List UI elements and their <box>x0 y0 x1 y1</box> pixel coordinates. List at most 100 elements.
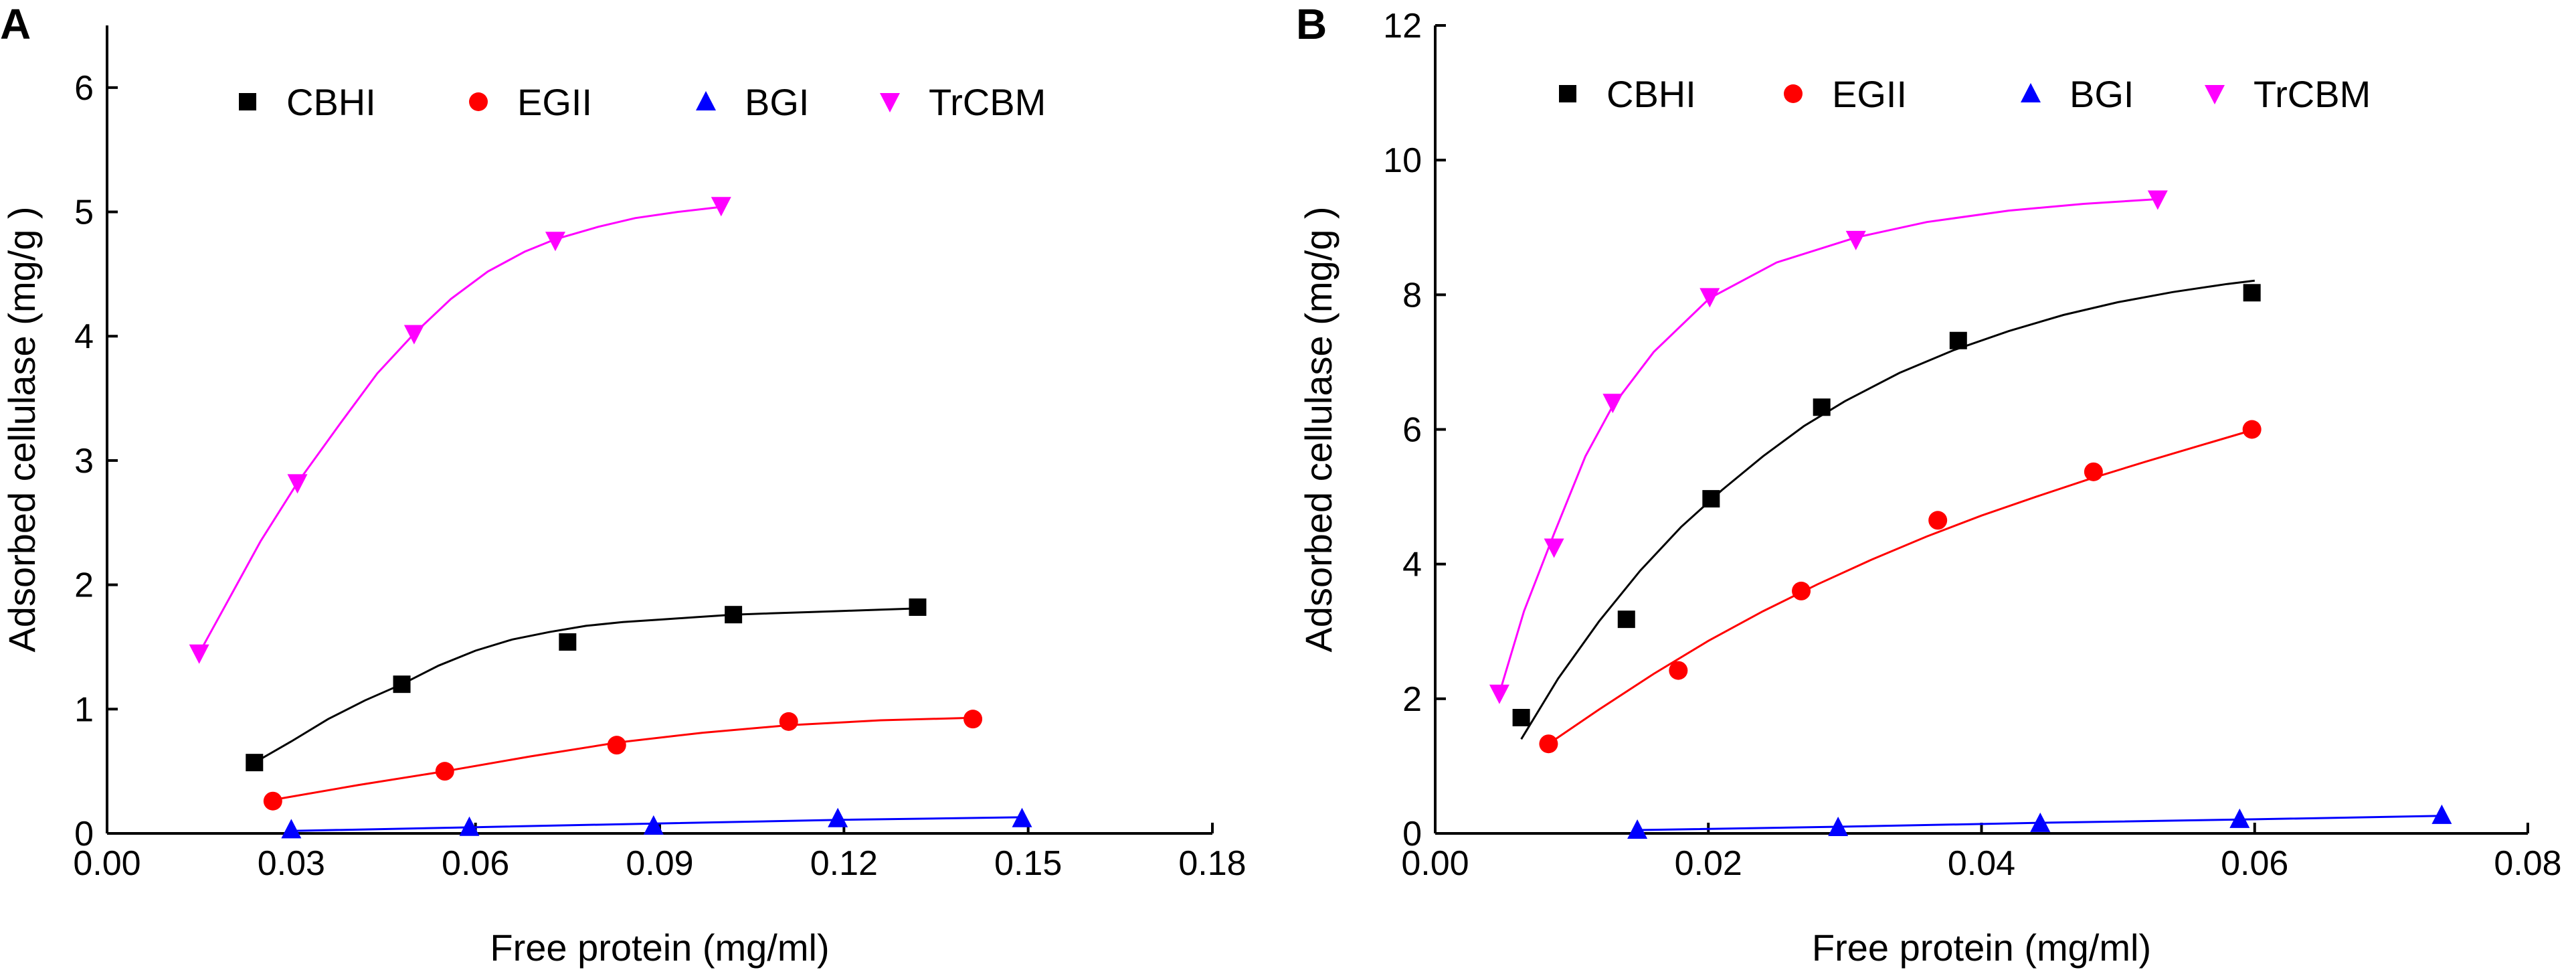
x-tick-label: 0.06 <box>442 844 509 883</box>
data-point-bgi <box>1012 807 1032 827</box>
y-tick-label: 6 <box>1402 411 1422 450</box>
series-cbhi <box>246 598 927 772</box>
data-point-egii <box>1792 581 1811 600</box>
fit-curve-bgi <box>1637 815 2442 831</box>
legend-marker-cbhi <box>239 93 256 110</box>
data-point-egii <box>607 736 626 755</box>
data-point-cbhi <box>246 754 264 772</box>
legend-label-trcbm: TrCBM <box>929 81 1046 123</box>
data-point-bgi <box>2431 804 2452 824</box>
x-tick-label: 0.15 <box>994 844 1062 883</box>
legend-label-egii: EGII <box>1832 73 1907 115</box>
y-axis-label: Adsorbed cellulase (mg/g ) <box>1 206 43 652</box>
fit-curve-cbhi <box>1520 279 2255 740</box>
data-point-cbhi <box>1949 331 1967 349</box>
x-tick-label: 0.08 <box>2494 844 2561 883</box>
data-point-egii <box>1539 734 1558 754</box>
x-axis-label: Free protein (mg/ml) <box>1812 926 2151 969</box>
data-point-cbhi <box>1702 490 1720 508</box>
y-tick-label: 2 <box>74 566 94 605</box>
y-tick-label: 1 <box>74 690 94 729</box>
x-tick-label: 0.09 <box>626 844 693 883</box>
data-point-cbhi <box>2243 284 2261 302</box>
fit-curve-bgi <box>291 816 1022 832</box>
y-tick-label: 10 <box>1383 141 1422 180</box>
series-bgi <box>1627 804 2452 839</box>
data-point-trcbm <box>545 232 565 252</box>
legend-marker-bgi <box>696 91 716 110</box>
data-point-trcbm <box>1489 684 1509 704</box>
fit-curve-egii <box>1548 428 2256 745</box>
data-point-bgi <box>1627 819 1648 839</box>
data-point-cbhi <box>909 598 927 617</box>
data-point-trcbm <box>189 644 209 664</box>
data-point-trcbm <box>711 197 731 217</box>
y-tick-label: 12 <box>1383 7 1422 46</box>
legend-label-cbhi: CBHI <box>1606 73 1696 115</box>
data-point-trcbm <box>1602 394 1623 414</box>
x-tick-label: 0.03 <box>258 844 325 883</box>
legend-marker-egii <box>469 92 488 111</box>
series-bgi <box>281 807 1032 839</box>
data-point-cbhi <box>1512 708 1530 726</box>
fit-curve-cbhi <box>254 607 918 764</box>
legend-label-trcbm: TrCBM <box>2253 73 2371 115</box>
x-tick-label: 0.12 <box>810 844 878 883</box>
data-point-trcbm <box>1845 230 1866 250</box>
series-trcbm <box>1489 190 2168 704</box>
x-tick-label: 0.00 <box>73 844 141 883</box>
y-tick-label: 4 <box>1402 546 1422 584</box>
data-point-trcbm <box>1699 288 1720 308</box>
data-point-cbhi <box>725 606 743 624</box>
data-point-cbhi <box>1813 398 1831 416</box>
data-point-cbhi <box>393 675 411 694</box>
legend-marker-trcbm <box>2205 85 2225 104</box>
fit-curve-egii <box>272 716 974 801</box>
data-point-bgi <box>1828 816 1849 836</box>
data-point-egii <box>2242 420 2262 439</box>
data-point-egii <box>779 712 798 731</box>
y-tick-label: 5 <box>74 193 94 232</box>
data-point-egii <box>963 710 983 729</box>
data-point-egii <box>435 762 454 781</box>
panel-b: B 0.00 0.02 0.04 0.06 0.08 0 2 4 6 8 10 12 Free prote… <box>1296 0 2562 969</box>
data-point-bgi <box>2030 812 2051 832</box>
data-point-egii <box>1928 511 1948 530</box>
data-point-trcbm <box>2147 190 2168 210</box>
series-trcbm <box>189 197 731 664</box>
series-egii <box>1539 420 2262 754</box>
legend-marker-egii <box>1784 84 1803 103</box>
y-tick-label: 8 <box>1402 276 1422 315</box>
y-tick-label: 2 <box>1402 680 1422 719</box>
series-cbhi <box>1512 279 2261 740</box>
legend-label-bgi: BGI <box>2069 73 2134 115</box>
legend-marker-cbhi <box>1559 85 1576 102</box>
y-axis-label: Adsorbed cellulase (mg/g ) <box>1297 206 1340 652</box>
y-tick-label: 0 <box>74 815 94 853</box>
fit-curve-trcbm <box>198 206 721 654</box>
data-point-bgi <box>828 807 848 827</box>
data-point-egii <box>263 791 282 811</box>
data-point-trcbm <box>1544 538 1564 558</box>
data-point-bgi <box>459 816 480 836</box>
fit-curve-trcbm <box>1498 198 2158 694</box>
legend-label-egii: EGII <box>517 81 592 123</box>
data-point-trcbm <box>403 325 424 345</box>
data-point-cbhi <box>1617 610 1635 629</box>
y-tick-label: 6 <box>74 69 94 108</box>
x-tick-label: 0.00 <box>1401 844 1469 883</box>
x-tick-label: 0.06 <box>2221 844 2288 883</box>
data-point-bgi <box>643 815 664 835</box>
legend-label-bgi: BGI <box>745 81 809 123</box>
legend-marker-trcbm <box>880 93 900 112</box>
legend-label-cbhi: CBHI <box>286 81 376 123</box>
panel-letter: A <box>0 0 31 48</box>
x-tick-label: 0.04 <box>1948 844 2015 883</box>
data-point-cbhi <box>559 633 577 651</box>
data-point-bgi <box>281 819 302 839</box>
panel-letter: B <box>1296 0 1327 48</box>
series-egii <box>263 710 983 811</box>
x-axis-label: Free protein (mg/ml) <box>490 926 829 969</box>
data-point-egii <box>2084 462 2103 481</box>
